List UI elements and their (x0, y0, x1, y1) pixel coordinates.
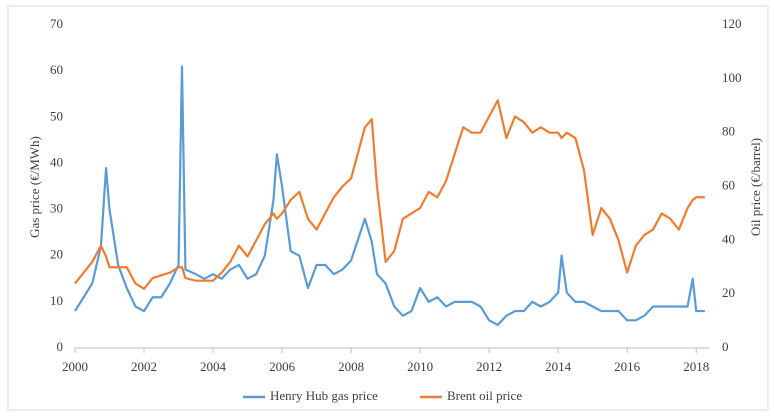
y2-tick-label: 100 (722, 70, 742, 85)
y-tick-label: 20 (50, 247, 63, 262)
legend-label: Henry Hub gas price (270, 388, 378, 403)
y2-tick-label: 20 (722, 285, 735, 300)
y-axis-title: Gas price (€/MWh) (27, 136, 42, 238)
series-line (74, 65, 705, 327)
x-tick-label: 2006 (269, 359, 296, 374)
y-tick-label: 70 (50, 16, 63, 31)
y2-tick-label: 60 (722, 177, 735, 192)
x-tick-label: 2004 (200, 359, 227, 374)
y-tick-label: 50 (50, 108, 63, 123)
chart-frame (7, 5, 769, 411)
y-tick-label: 10 (50, 293, 63, 308)
y2-tick-label: 120 (722, 16, 742, 31)
y2-tick-label: 0 (722, 339, 729, 354)
x-tick-label: 2002 (131, 359, 157, 374)
x-tick-label: 2016 (614, 359, 641, 374)
y2-axis-title: Oil price (€/barrel) (748, 138, 763, 236)
x-tick-label: 2012 (476, 359, 502, 374)
y-tick-label: 40 (50, 154, 63, 169)
series-line (74, 99, 705, 290)
x-tick-label: 2000 (62, 359, 88, 374)
x-tick-label: 2014 (545, 359, 572, 374)
y2-tick-label: 80 (722, 124, 735, 139)
y2-tick-label: 40 (722, 231, 735, 246)
x-tick-label: 2008 (338, 359, 364, 374)
y-tick-label: 60 (50, 62, 63, 77)
y-tick-label: 30 (50, 201, 63, 216)
x-tick-label: 2018 (683, 359, 709, 374)
x-tick-label: 2010 (407, 359, 433, 374)
legend-label: Brent oil price (447, 388, 522, 403)
y-tick-label: 0 (57, 339, 64, 354)
